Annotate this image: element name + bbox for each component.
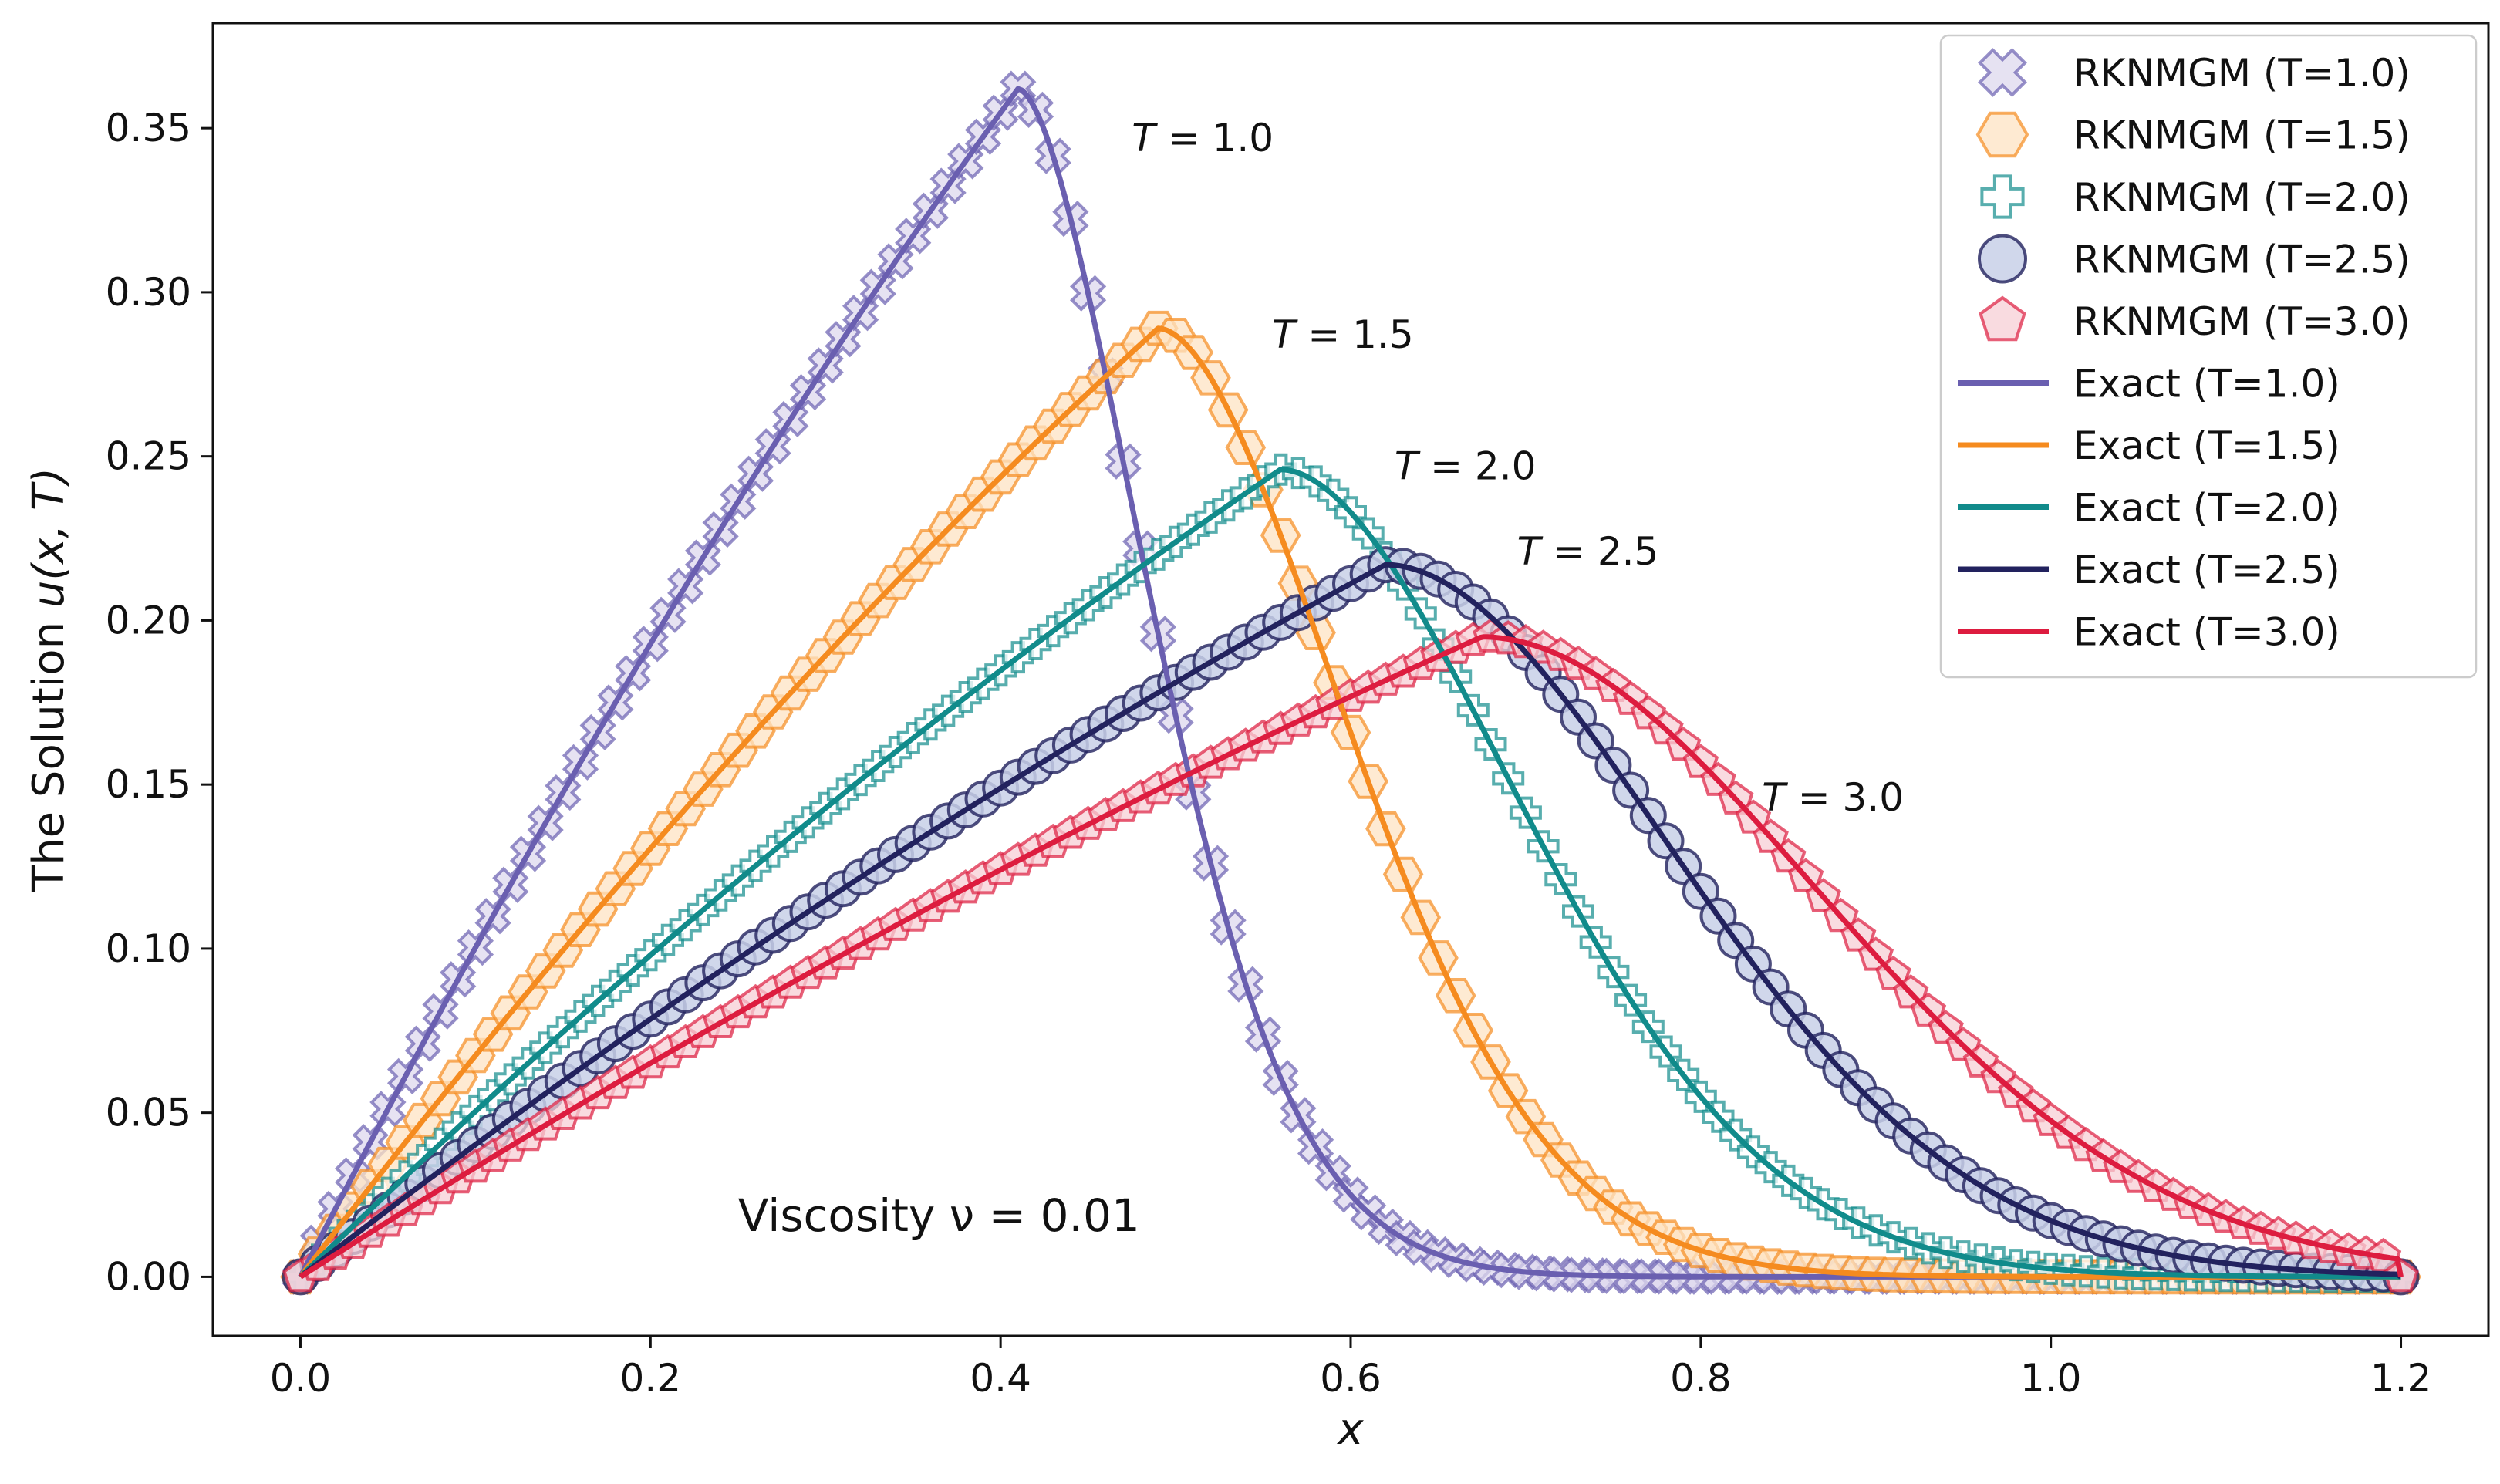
- y-tick-label: 0.20: [106, 598, 191, 643]
- y-tick-label: 0.25: [106, 434, 191, 479]
- exact-line-4: [299, 634, 2404, 1280]
- legend-label: Exact (T=1.0): [2073, 362, 2340, 406]
- y-tick-label: 0.30: [106, 270, 191, 315]
- legend-entry: RKNMGM (T=3.0): [1979, 295, 2411, 344]
- legend-marker: [1980, 174, 2025, 219]
- legend-entry: Exact (T=3.0): [1958, 610, 2340, 655]
- exact-line-1: [298, 325, 2401, 1280]
- ticks-layer: 0.0 0.2 0.4 0.6 0.8 1.0 1.2 0.00 0.05 0.10 0.15 0.2…: [106, 106, 2432, 1401]
- x-tick-label: 0.4: [970, 1356, 1031, 1401]
- viscosity-annotation: Viscosity ν = 0.01: [738, 1189, 1140, 1242]
- legend-entry: RKNMGM (T=1.5): [1975, 111, 2411, 158]
- legend-entry: RKNMGM (T=2.0): [1980, 174, 2411, 220]
- legend-entry: RKNMGM (T=2.5): [1978, 234, 2411, 284]
- legend-entry: RKNMGM (T=1.0): [1978, 48, 2411, 97]
- x-tick-label: 0.8: [1670, 1356, 1732, 1401]
- legend-entry: Exact (T=1.0): [1958, 362, 2340, 406]
- y-tick-label: 0.00: [106, 1254, 191, 1299]
- curve-label-1: T = 1.5: [1272, 312, 1414, 357]
- x-axis-title: x: [1336, 1405, 1364, 1455]
- x-tick-label: 0.0: [270, 1356, 332, 1401]
- exact-line-3: [299, 562, 2403, 1280]
- curve-label-3: T = 2.5: [1517, 529, 1659, 574]
- legend-entry: Exact (T=2.5): [1958, 548, 2340, 592]
- y-axis-title-text: The Solution: [24, 608, 74, 892]
- x-tick-label: 0.6: [1320, 1356, 1382, 1401]
- y-tick-label: 0.05: [106, 1091, 191, 1135]
- legend-entry: Exact (T=2.0): [1958, 486, 2340, 531]
- legend-entry: Exact (T=1.5): [1958, 423, 2340, 468]
- legend-box: [1939, 34, 2478, 679]
- legend-label: RKNMGM (T=1.5): [2073, 113, 2411, 158]
- x-tick-label: 1.2: [2370, 1356, 2432, 1401]
- legend-marker: [1975, 111, 2029, 158]
- x-tick-label: 0.2: [620, 1356, 682, 1401]
- y-tick-label: 0.15: [106, 762, 191, 807]
- legend: RKNMGM (T=1.0) RKNMGM (T=1.5) RKNMGM (T=2.…: [1939, 34, 2478, 679]
- y-tick-label: 0.10: [106, 926, 191, 971]
- legend-marker: [1979, 295, 2026, 342]
- legend-label: Exact (T=1.5): [2073, 423, 2340, 468]
- curve-label-0: T = 1.0: [1132, 116, 1274, 160]
- x-tick-label: 1.0: [2020, 1356, 2082, 1401]
- y-axis-title-math: u(x, T): [24, 467, 74, 608]
- legend-label: RKNMGM (T=1.0): [2073, 51, 2411, 96]
- y-axis-title: The Solution u(x, T): [24, 467, 74, 892]
- legend-label: RKNMGM (T=2.5): [2073, 238, 2411, 282]
- legend-marker: [1978, 234, 2027, 284]
- y-tick-label: 0.35: [106, 106, 191, 150]
- legend-label: Exact (T=2.5): [2073, 548, 2340, 592]
- legend-label: Exact (T=2.0): [2073, 486, 2340, 531]
- curve-label-4: T = 3.0: [1762, 775, 1904, 820]
- exact-line-2: [299, 467, 2401, 1280]
- legend-label: RKNMGM (T=3.0): [2073, 299, 2411, 344]
- curve-labels-layer: T = 1.0 T = 1.5 T = 2.0 T = 2.5 T = 3.0: [1132, 116, 1904, 820]
- legend-label: RKNMGM (T=2.0): [2073, 175, 2411, 220]
- legend-label: Exact (T=3.0): [2073, 610, 2340, 655]
- curve-label-2: T = 2.0: [1395, 444, 1537, 488]
- legend-marker: [1978, 48, 2027, 97]
- lines-layer: [298, 86, 2404, 1280]
